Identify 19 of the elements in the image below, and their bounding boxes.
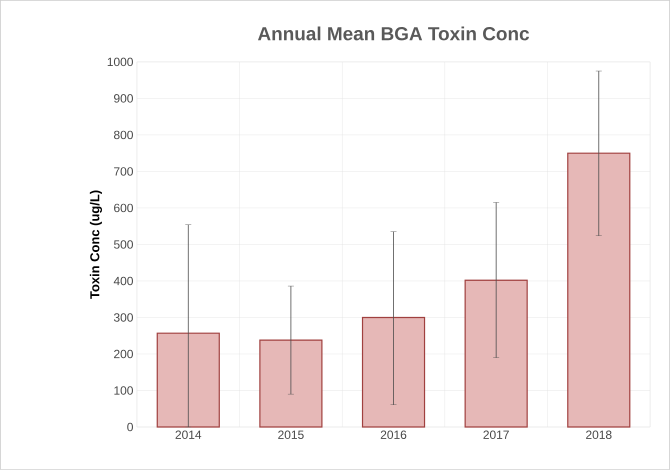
x-tick-label: 2015 [278, 430, 304, 440]
bar [567, 152, 630, 428]
x-tick-label: 2014 [176, 430, 202, 440]
y-axis-title: Toxin Conc (ug/L) [90, 190, 102, 299]
x-tick-label: 2017 [483, 430, 509, 440]
y-tick-label: 500 [114, 240, 133, 249]
x-tick-label: 2016 [380, 430, 406, 440]
y-tick-label: 200 [114, 350, 133, 358]
y-tick-label: 400 [114, 276, 133, 286]
y-tick-label: 300 [114, 313, 133, 322]
chart-title: Annual Mean BGA Toxin Conc [258, 26, 530, 40]
y-tick-label: 0 [127, 422, 133, 432]
y-tick-label: 1000 [108, 58, 133, 66]
y-tick-label: 700 [114, 167, 133, 176]
y-tick-label: 100 [114, 386, 133, 395]
y-tick-label: 800 [114, 130, 133, 140]
x-tick-label: 2018 [586, 430, 612, 440]
y-tick-label: 600 [114, 204, 133, 212]
y-tick-label: 900 [114, 94, 133, 103]
